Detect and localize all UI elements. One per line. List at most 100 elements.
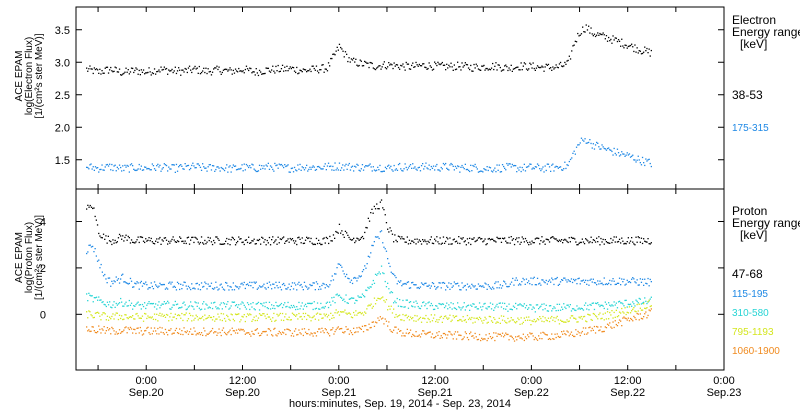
data-point — [86, 293, 88, 295]
data-point — [295, 169, 297, 171]
data-point — [541, 338, 543, 340]
data-point — [437, 241, 439, 243]
data-point — [101, 301, 103, 304]
data-point — [151, 333, 153, 335]
data-point — [443, 332, 446, 335]
data-point — [124, 236, 126, 239]
data-point — [498, 287, 500, 289]
data-point — [550, 170, 552, 172]
data-point — [101, 237, 103, 239]
data-point — [376, 274, 378, 276]
data-point — [168, 320, 170, 322]
data-point — [141, 236, 144, 239]
data-point — [195, 237, 197, 239]
data-point — [308, 302, 310, 305]
data-point — [464, 331, 466, 333]
data-point — [184, 67, 186, 70]
data-point — [637, 302, 639, 304]
data-point — [458, 66, 460, 68]
data-point — [581, 330, 583, 333]
data-point — [474, 306, 476, 308]
data-point — [500, 306, 503, 308]
data-point — [334, 330, 336, 333]
data-point — [331, 275, 333, 277]
data-point — [249, 313, 251, 315]
data-point — [469, 285, 471, 287]
data-point — [263, 302, 265, 304]
data-point — [312, 335, 314, 337]
data-point — [447, 308, 449, 310]
data-point — [553, 338, 555, 340]
data-point — [525, 316, 528, 318]
data-point — [250, 242, 252, 244]
data-point — [561, 65, 563, 67]
data-point — [314, 169, 316, 171]
data-point — [196, 316, 198, 318]
data-point — [586, 239, 588, 241]
data-point — [539, 316, 541, 318]
data-point — [329, 165, 331, 168]
data-point — [290, 239, 292, 241]
data-point — [148, 67, 150, 69]
data-point — [159, 326, 161, 329]
data-point — [439, 282, 441, 284]
data-point — [454, 68, 457, 71]
data-point — [140, 280, 142, 283]
data-point — [503, 69, 505, 71]
data-point — [345, 312, 347, 314]
series-310-580 — [86, 265, 652, 313]
data-point — [190, 314, 192, 317]
data-point — [299, 308, 301, 310]
data-point — [482, 305, 484, 308]
data-point — [432, 282, 435, 285]
data-point — [311, 166, 313, 168]
data-point — [610, 283, 612, 286]
data-point — [496, 287, 498, 289]
data-point — [187, 306, 190, 308]
data-point — [561, 306, 563, 308]
data-point — [412, 305, 414, 308]
data-point — [239, 286, 241, 288]
data-point — [178, 283, 180, 285]
data-point — [441, 168, 443, 170]
data-point — [358, 169, 360, 171]
data-point — [545, 63, 547, 65]
data-point — [451, 243, 453, 245]
data-point — [405, 166, 407, 169]
data-point — [155, 169, 157, 171]
data-point — [130, 67, 133, 69]
data-point — [582, 279, 585, 281]
data-point — [372, 67, 374, 69]
data-point — [536, 277, 539, 279]
data-point — [610, 149, 612, 151]
data-point — [439, 316, 441, 319]
data-point — [92, 245, 94, 248]
data-point — [114, 306, 116, 308]
data-point — [245, 316, 248, 318]
data-point — [582, 26, 584, 28]
data-point — [324, 68, 326, 70]
data-point — [423, 240, 425, 243]
data-point — [452, 315, 454, 317]
data-point — [393, 241, 395, 243]
data-point — [409, 242, 412, 245]
data-point — [140, 236, 142, 238]
data-point — [399, 162, 401, 165]
data-point — [210, 316, 213, 319]
data-point — [193, 308, 195, 310]
data-point — [404, 241, 406, 243]
data-point — [453, 316, 455, 319]
data-point — [132, 286, 134, 288]
data-point — [122, 330, 124, 333]
data-point — [487, 169, 489, 172]
data-point — [121, 301, 123, 303]
data-point — [284, 66, 286, 68]
data-point — [627, 45, 629, 48]
data-point — [562, 279, 564, 281]
data-point — [518, 318, 520, 321]
data-point — [423, 284, 425, 286]
data-point — [416, 315, 418, 317]
data-point — [530, 277, 532, 279]
data-point — [207, 316, 209, 319]
data-point — [291, 282, 294, 284]
